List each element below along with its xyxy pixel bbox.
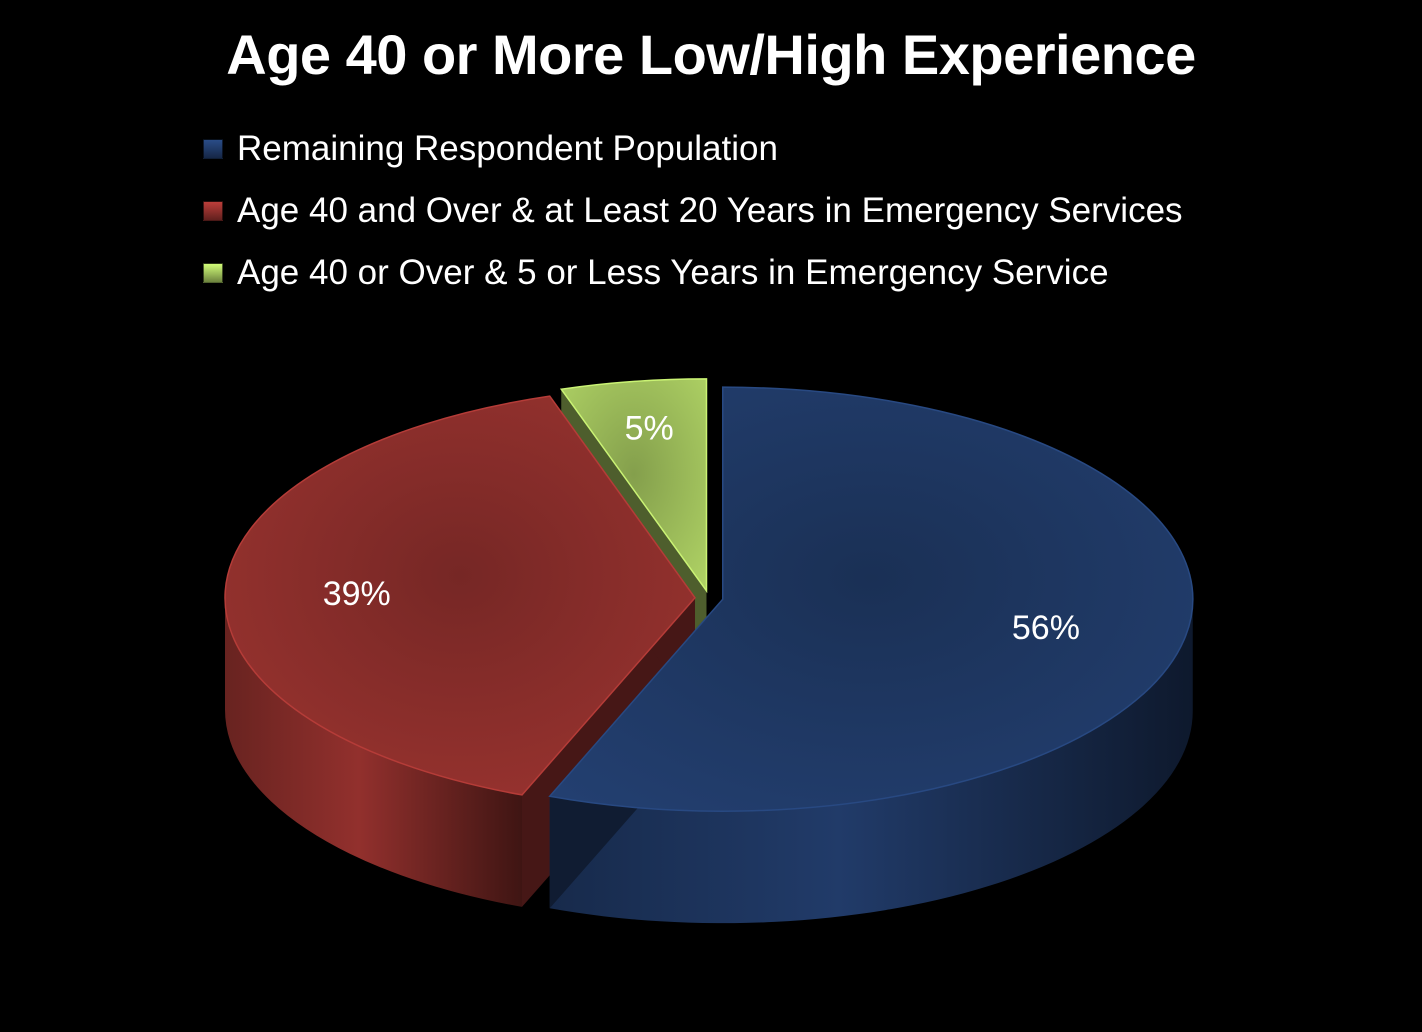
pie-labels: 56% 39% 5% [323, 410, 1080, 647]
data-label-remaining: 56% [1012, 609, 1080, 647]
pie-slice-low-experience [559, 378, 708, 594]
legend-item-low-experience: Age 40 or Over & 5 or Less Years in Emer… [203, 242, 1183, 304]
legend-label-low-experience: Age 40 or Over & 5 or Less Years in Emer… [237, 253, 1109, 292]
legend: Remaining Respondent Population Age 40 a… [203, 118, 1183, 304]
legend-label-high-experience: Age 40 and Over & at Least 20 Years in E… [237, 191, 1183, 230]
legend-item-remaining: Remaining Respondent Population [203, 118, 1183, 180]
pie-tops [224, 378, 1194, 812]
pie-side-remaining [549, 599, 1193, 924]
legend-swatch-high-experience [203, 201, 223, 221]
data-label-low-experience: 5% [625, 410, 674, 448]
legend-swatch-low-experience [203, 263, 223, 283]
pie-side-high-experience [225, 597, 522, 907]
pie-slice-remaining [548, 386, 1194, 812]
pie-slice-high-experience [224, 395, 696, 796]
legend-swatch-remaining [203, 139, 223, 159]
chart-title: Age 40 or More Low/High Experience [226, 23, 1196, 86]
legend-label-remaining: Remaining Respondent Population [237, 129, 778, 168]
data-label-high-experience: 39% [323, 575, 391, 613]
legend-item-high-experience: Age 40 and Over & at Least 20 Years in E… [203, 180, 1183, 242]
